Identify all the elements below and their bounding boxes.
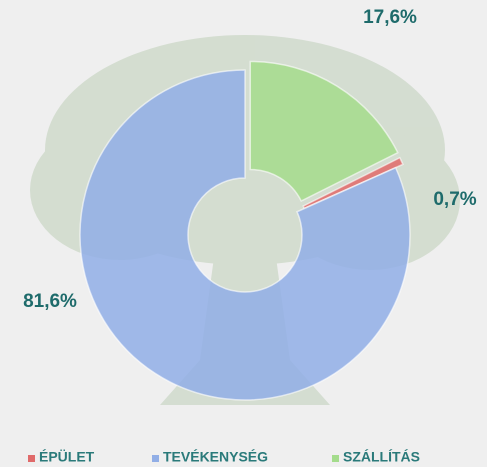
legend-label: SZÁLLÍTÁS: [343, 449, 420, 465]
legend-swatch: [152, 455, 159, 462]
legend-swatch: [332, 455, 339, 462]
legend-label: ÉPÜLET: [39, 449, 95, 465]
chart: 0,7% 81,6% 17,6% ÉPÜLET TEVÉKENYSÉG SZÁLLÍTÁS: [0, 0, 487, 467]
data-label: 0,7%: [433, 189, 476, 210]
legend-label: TEVÉKENYSÉG: [163, 449, 268, 465]
legend-swatch: [28, 455, 35, 462]
data-label: 81,6%: [23, 291, 77, 312]
page: {"chart_data": {"type": "donut", "catego…: [0, 0, 487, 467]
data-label: 17,6%: [363, 7, 417, 28]
